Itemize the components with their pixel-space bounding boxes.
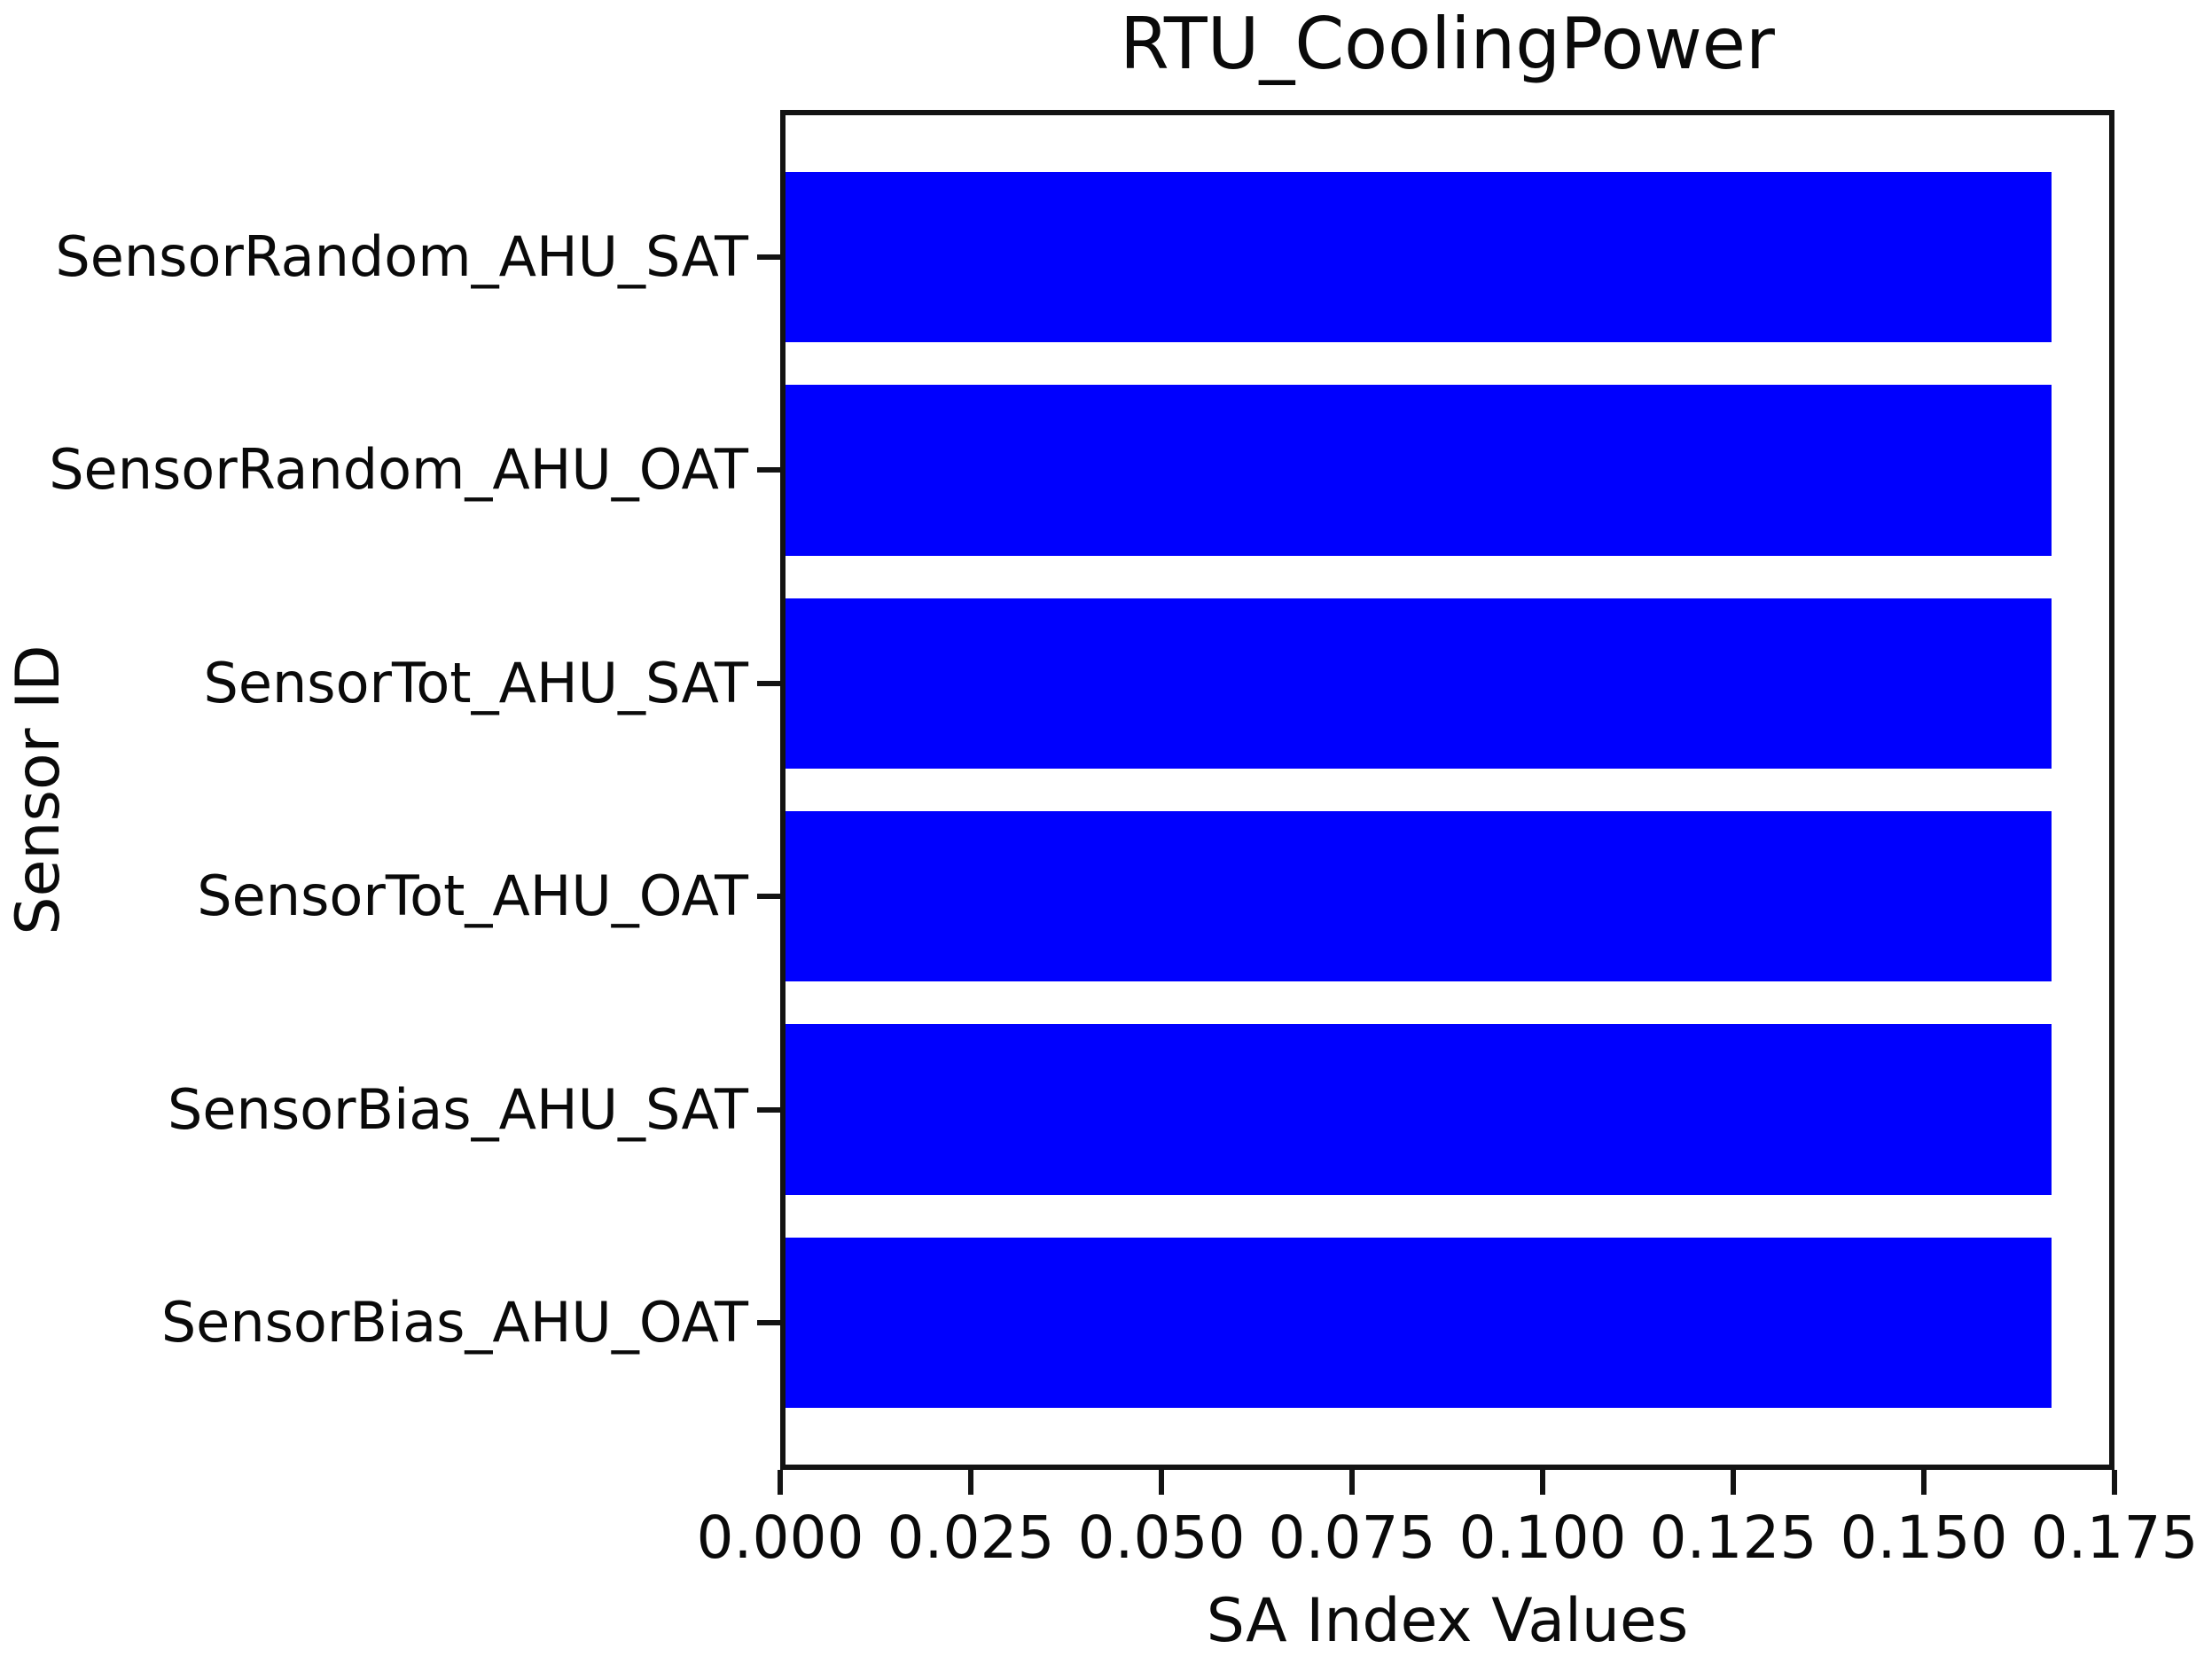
x-tick-label: 0.175 xyxy=(2030,1504,2199,1572)
bar xyxy=(786,171,2052,343)
y-tick xyxy=(757,254,780,260)
y-tick xyxy=(757,680,780,686)
y-tick-label: SensorRandom_AHU_OAT xyxy=(49,437,748,503)
y-tick xyxy=(757,1106,780,1113)
x-tick xyxy=(1349,1470,1355,1495)
x-tick-label: 0.125 xyxy=(1649,1504,1817,1572)
bar xyxy=(786,1237,2052,1409)
x-tick xyxy=(1921,1470,1927,1495)
x-axis-label: SA Index Values xyxy=(1206,1586,1689,1656)
bar xyxy=(786,811,2052,982)
x-tick xyxy=(968,1470,973,1495)
y-tick-label: SensorTot_AHU_OAT xyxy=(197,863,748,929)
x-tick xyxy=(778,1470,783,1495)
x-tick-label: 0.000 xyxy=(696,1504,864,1572)
x-tick xyxy=(1731,1470,1736,1495)
bar xyxy=(786,1024,2052,1195)
x-tick xyxy=(1540,1470,1545,1495)
bar xyxy=(786,385,2052,556)
y-tick xyxy=(757,1320,780,1326)
chart-title: RTU_CoolingPower xyxy=(1120,3,1775,85)
plot-area xyxy=(780,110,2114,1470)
y-tick-label: SensorBias_AHU_OAT xyxy=(160,1290,748,1356)
x-tick-label: 0.150 xyxy=(1840,1504,2008,1572)
x-tick-label: 0.025 xyxy=(887,1504,1055,1572)
x-tick xyxy=(1159,1470,1164,1495)
x-tick-label: 0.075 xyxy=(1268,1504,1436,1572)
y-tick xyxy=(757,894,780,900)
bar xyxy=(786,598,2052,769)
x-tick-label: 0.100 xyxy=(1458,1504,1627,1572)
x-tick-label: 0.050 xyxy=(1077,1504,1246,1572)
y-tick-label: SensorTot_AHU_SAT xyxy=(203,650,749,715)
y-tick xyxy=(757,467,780,473)
y-tick-label: SensorBias_AHU_SAT xyxy=(168,1076,748,1142)
x-tick xyxy=(2112,1470,2117,1495)
y-tick-label: SensorRandom_AHU_SAT xyxy=(55,223,748,289)
